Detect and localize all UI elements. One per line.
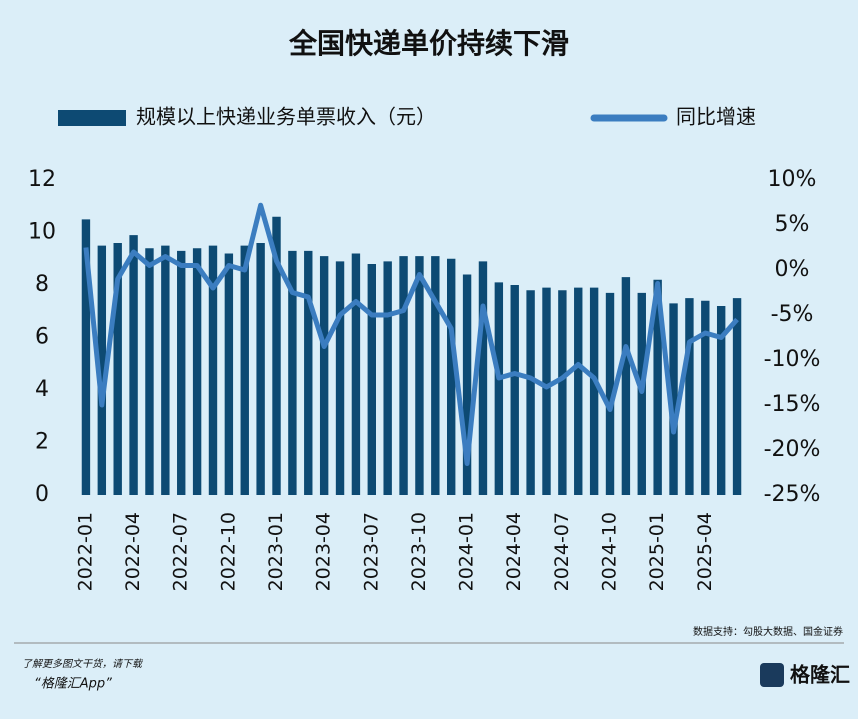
x-tick-label: 2024-04 (503, 512, 525, 591)
bar (97, 245, 107, 495)
bar (510, 285, 519, 495)
line (83, 202, 739, 466)
bar (431, 256, 440, 495)
x-tick-label: 2022-10 (217, 512, 239, 591)
bar (605, 292, 615, 495)
bar (447, 258, 456, 495)
y-tick-label: 4 (35, 377, 49, 402)
bar (81, 219, 91, 495)
y2-tick-label: -25% (764, 482, 821, 507)
y-tick-label: 0 (35, 482, 49, 507)
bar (335, 261, 345, 495)
bar (574, 287, 583, 495)
bar (224, 253, 234, 495)
legend-label: 规模以上快递业务单票收入（元） (136, 105, 436, 129)
bar (177, 250, 186, 495)
bar (399, 256, 408, 495)
bar (304, 250, 313, 495)
y2-tick-label: 10% (768, 167, 817, 192)
bar (383, 261, 392, 495)
legend-label: 同比增速 (676, 105, 756, 129)
bar (669, 303, 678, 495)
bar (367, 264, 376, 495)
bar (192, 248, 202, 495)
bar (319, 256, 329, 495)
bar (653, 279, 662, 495)
x-tick-label: 2025-04 (694, 512, 716, 591)
y-tick-label: 12 (28, 167, 56, 192)
y-tick-label: 8 (35, 272, 49, 297)
bar (716, 306, 726, 495)
bar (145, 248, 154, 495)
x-tick-label: 2023-04 (313, 512, 335, 591)
bar (685, 298, 694, 495)
source: 数据支持：勾股大数据、国金证券 (693, 625, 843, 638)
bar (589, 287, 599, 495)
bar (558, 290, 567, 495)
x-tick-label: 2024-07 (551, 512, 573, 591)
x-tick-label: 2023-01 (265, 512, 287, 591)
x-tick-label: 2024-01 (456, 512, 478, 591)
bar (494, 282, 504, 495)
x-tick-label: 2023-07 (360, 512, 382, 591)
x-tick-label: 2022-04 (122, 512, 144, 591)
y2-tick-label: -10% (764, 347, 821, 372)
bar (732, 298, 742, 495)
y2-tick-label: -20% (764, 437, 821, 462)
bar (478, 261, 488, 495)
bar (129, 235, 138, 495)
y2-tick-label: 0% (775, 257, 810, 282)
x-tick-label: 2022-01 (74, 512, 96, 591)
y2-tick-label: -15% (764, 392, 821, 417)
bar (208, 245, 218, 495)
bar (113, 243, 122, 495)
y2-tick-label: 5% (775, 212, 810, 237)
plot-area: 0 2 4 6 8 10 12 -25% -20% -15% -10% -5% 0% 5% 10% 2022-… (28, 167, 820, 591)
y-tick-label: 6 (35, 325, 49, 350)
bar (272, 216, 281, 495)
bar (526, 290, 535, 495)
footer-app: “格隆汇App” (34, 677, 112, 692)
x-tick-label: 2023-10 (408, 512, 430, 591)
x-tick-label: 2022-07 (170, 512, 192, 591)
bar (415, 256, 424, 495)
y-tick-label: 10 (28, 220, 56, 245)
bar (240, 245, 249, 495)
y2-tick-label: -5% (771, 302, 814, 327)
bar (542, 287, 551, 495)
bar (462, 274, 472, 495)
y-tick-label: 2 (35, 430, 49, 455)
footer-note: 了解更多图文干货，请下载 (22, 658, 144, 670)
logo-icon (760, 663, 784, 687)
bar (256, 243, 265, 495)
bar (351, 253, 361, 495)
bar (621, 277, 631, 495)
logo-text: 格隆汇 (790, 663, 850, 687)
x-tick-label: 2025-01 (646, 512, 668, 591)
bar (288, 250, 297, 495)
bar (701, 300, 710, 495)
chart-title: 全国快递单价持续下滑 (288, 27, 569, 60)
legend-swatch-bar (58, 110, 126, 126)
bar (161, 245, 170, 495)
x-tick-label: 2024-10 (599, 512, 621, 591)
